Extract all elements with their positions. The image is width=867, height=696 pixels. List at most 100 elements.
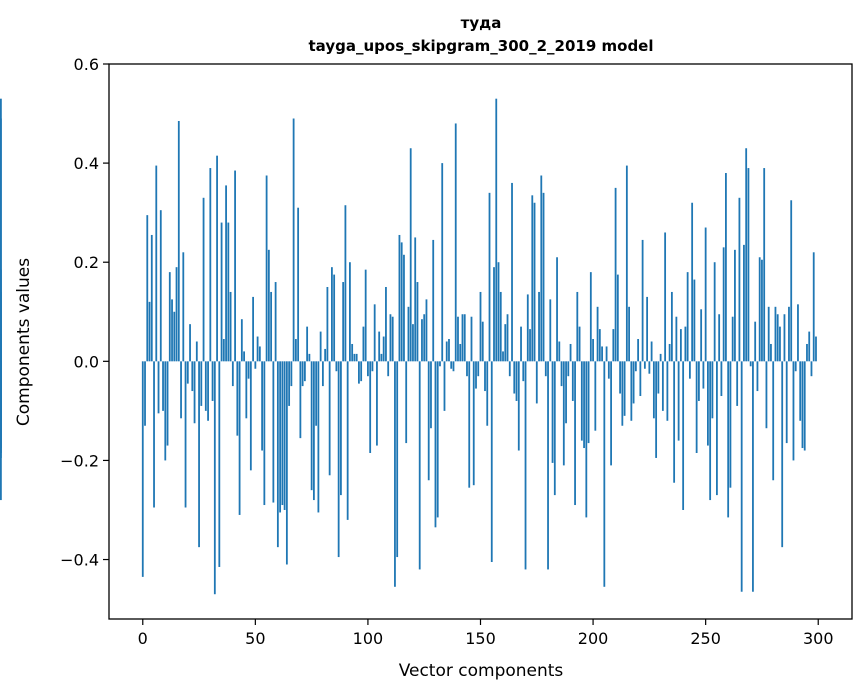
bar bbox=[495, 98, 498, 362]
bar bbox=[421, 319, 423, 362]
bar bbox=[227, 222, 230, 362]
bar bbox=[756, 361, 759, 392]
bar bbox=[290, 361, 293, 387]
x-tick-label: 150 bbox=[465, 629, 496, 648]
bar bbox=[770, 343, 772, 362]
bar bbox=[517, 361, 520, 451]
bar bbox=[709, 361, 712, 501]
bar-series bbox=[0, 98, 817, 595]
bar bbox=[380, 353, 383, 362]
bar bbox=[470, 316, 473, 362]
bar bbox=[565, 361, 567, 424]
bar bbox=[427, 361, 430, 481]
bar bbox=[243, 351, 245, 362]
bar bbox=[812, 252, 815, 362]
bar bbox=[513, 361, 516, 394]
bar bbox=[691, 202, 694, 362]
bar bbox=[333, 274, 336, 362]
bar bbox=[526, 294, 529, 362]
bar bbox=[551, 361, 554, 463]
y-tick-label: −0.2 bbox=[60, 451, 99, 470]
bar bbox=[200, 361, 203, 406]
bar bbox=[666, 361, 669, 421]
bar bbox=[713, 262, 716, 362]
bar bbox=[225, 185, 227, 362]
bar bbox=[540, 175, 543, 362]
bar bbox=[650, 341, 653, 362]
bar bbox=[306, 326, 309, 362]
bar bbox=[220, 222, 223, 362]
bar bbox=[767, 306, 770, 362]
bar bbox=[396, 361, 399, 558]
x-axis-ticks: 0 50 100 150 200 250 300 bbox=[138, 619, 834, 648]
bar bbox=[761, 259, 763, 362]
bar bbox=[434, 361, 437, 528]
bar bbox=[720, 361, 723, 397]
bar bbox=[610, 361, 612, 466]
bar bbox=[596, 306, 599, 362]
bar bbox=[450, 361, 453, 369]
bar bbox=[247, 361, 250, 379]
bar bbox=[418, 361, 421, 570]
bar bbox=[598, 329, 601, 362]
bar bbox=[808, 331, 811, 362]
bar bbox=[664, 232, 667, 362]
bar bbox=[452, 361, 455, 372]
bar bbox=[515, 361, 518, 401]
bar bbox=[727, 361, 730, 518]
bar bbox=[144, 361, 146, 426]
bar bbox=[623, 361, 626, 416]
bar bbox=[331, 267, 333, 362]
bar bbox=[520, 326, 522, 362]
bar bbox=[340, 361, 342, 496]
bar bbox=[459, 343, 462, 362]
bar bbox=[285, 361, 288, 565]
bar bbox=[252, 296, 254, 362]
bar bbox=[607, 361, 610, 379]
bar bbox=[303, 361, 306, 382]
bar bbox=[276, 361, 279, 548]
bar bbox=[245, 361, 248, 419]
bar bbox=[391, 316, 394, 362]
bar bbox=[734, 249, 736, 362]
bar bbox=[589, 272, 592, 362]
bar bbox=[493, 267, 495, 362]
bar bbox=[716, 361, 718, 496]
bar bbox=[580, 361, 583, 441]
bar bbox=[385, 286, 387, 362]
bar bbox=[445, 341, 448, 362]
bar bbox=[310, 361, 313, 491]
bar bbox=[574, 361, 576, 506]
bar bbox=[810, 361, 813, 377]
bar bbox=[747, 168, 750, 362]
bar bbox=[376, 361, 378, 446]
bar bbox=[560, 361, 563, 387]
bar bbox=[398, 234, 401, 362]
bar bbox=[785, 361, 788, 444]
chart-title: туда bbox=[461, 14, 502, 32]
bar bbox=[682, 361, 685, 510]
bar bbox=[803, 361, 806, 451]
bar bbox=[556, 257, 558, 362]
bar bbox=[657, 361, 660, 394]
bar bbox=[799, 361, 802, 421]
bar bbox=[569, 343, 572, 362]
bar bbox=[740, 361, 743, 592]
bar bbox=[738, 197, 741, 362]
bar bbox=[216, 155, 218, 362]
bar bbox=[643, 361, 646, 369]
bar bbox=[490, 361, 493, 563]
bar bbox=[360, 361, 363, 382]
bar bbox=[743, 244, 745, 362]
chart-subtitle: tayga_upos_skipgram_300_2_2019 model bbox=[309, 37, 654, 55]
bar bbox=[240, 319, 243, 362]
bar bbox=[506, 314, 509, 362]
bar bbox=[405, 361, 408, 444]
bar bbox=[601, 346, 603, 362]
bar bbox=[308, 353, 311, 362]
bar bbox=[625, 165, 628, 362]
bar bbox=[166, 361, 169, 446]
bar bbox=[369, 361, 372, 453]
bar bbox=[164, 361, 167, 461]
